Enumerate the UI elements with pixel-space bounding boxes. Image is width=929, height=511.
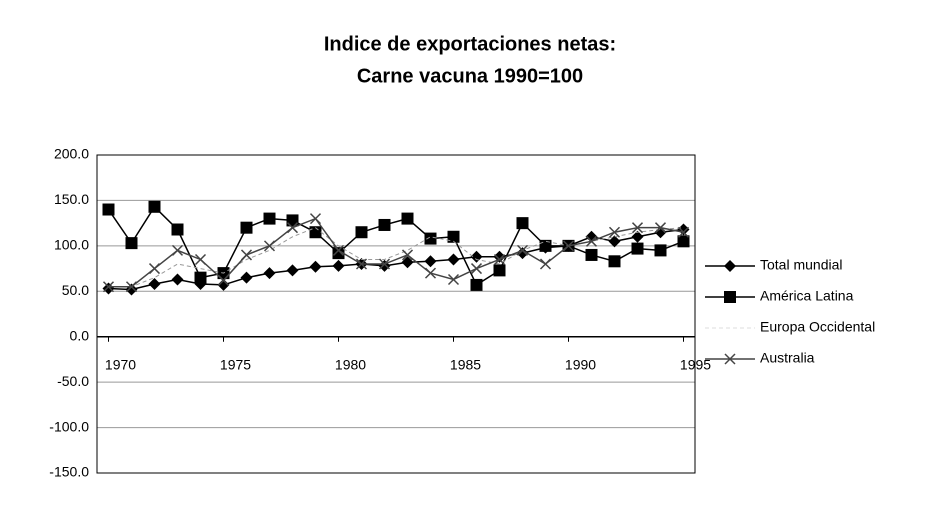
data-point <box>447 273 460 286</box>
data-point <box>125 281 138 293</box>
data-point <box>585 248 598 261</box>
data-point <box>631 230 644 243</box>
chart-title: Indice de exportaciones netas: <box>324 33 616 55</box>
y-tick-label: -50.0 <box>57 373 89 389</box>
data-point <box>654 244 667 257</box>
data-point <box>332 259 345 272</box>
data-point <box>631 242 644 255</box>
x-tick-label: 1975 <box>220 356 251 372</box>
legend-label: Europa Occidental <box>760 319 875 335</box>
data-point <box>240 249 253 261</box>
data-point <box>355 226 368 239</box>
data-point <box>677 235 690 248</box>
data-point <box>286 214 299 227</box>
data-point <box>424 267 437 279</box>
data-point <box>148 278 161 291</box>
data-point <box>217 274 230 286</box>
data-point <box>470 278 483 291</box>
data-point <box>194 253 207 266</box>
y-tick-label: -150.0 <box>49 464 89 480</box>
data-point <box>332 247 345 260</box>
legend-label: Australia <box>760 350 815 366</box>
data-point <box>171 273 184 286</box>
data-point <box>677 223 690 236</box>
chart-title: Carne vacuna 1990=100 <box>357 65 583 87</box>
data-point <box>378 218 391 231</box>
data-point <box>631 222 644 234</box>
data-point <box>240 221 253 234</box>
legend-label: América Latina <box>760 288 854 304</box>
x-tick-label: 1985 <box>450 356 481 372</box>
legend-marker <box>724 260 736 272</box>
data-point <box>102 281 115 293</box>
data-point <box>424 232 437 245</box>
data-point <box>378 258 391 270</box>
data-point <box>424 255 437 268</box>
data-point <box>493 250 506 263</box>
data-point <box>125 283 138 296</box>
data-point <box>102 282 115 295</box>
data-point <box>240 271 253 284</box>
data-point <box>263 240 276 252</box>
data-point <box>539 258 552 270</box>
data-point <box>102 203 115 216</box>
data-point <box>263 267 276 280</box>
data-point <box>171 223 184 236</box>
y-tick-label: 150.0 <box>54 191 89 207</box>
data-point <box>332 244 345 256</box>
x-tick-label: 1995 <box>680 356 711 372</box>
data-point <box>309 260 322 273</box>
data-point <box>493 264 506 277</box>
legend-marker <box>724 291 736 303</box>
data-point <box>493 253 506 266</box>
data-point <box>608 235 621 248</box>
data-point <box>217 278 230 291</box>
y-tick-label: 50.0 <box>62 282 89 298</box>
data-point <box>608 226 621 238</box>
data-point <box>677 226 690 238</box>
legend-label: Total mundial <box>760 257 843 273</box>
data-point <box>286 222 299 234</box>
data-point <box>148 263 161 275</box>
data-point <box>286 264 299 277</box>
data-point <box>585 235 598 247</box>
x-tick-label: 1980 <box>335 356 366 372</box>
data-point <box>447 230 460 243</box>
data-point <box>263 212 276 225</box>
y-tick-label: 100.0 <box>54 237 89 253</box>
data-point <box>470 263 483 275</box>
data-point <box>516 244 529 256</box>
data-point <box>516 217 529 230</box>
x-tick-label: 1990 <box>565 356 596 372</box>
data-point <box>447 253 460 266</box>
data-point <box>148 200 161 213</box>
y-tick-label: 0.0 <box>70 327 90 343</box>
data-point <box>194 271 207 284</box>
data-point <box>608 255 621 268</box>
legend-marker <box>724 353 736 365</box>
x-tick-label: 1970 <box>105 356 136 372</box>
data-point <box>309 213 322 225</box>
data-point <box>401 256 414 269</box>
data-point <box>654 222 667 234</box>
plot-border <box>96 154 696 474</box>
y-tick-label: -100.0 <box>49 418 89 434</box>
data-point <box>401 249 414 261</box>
data-point <box>355 258 368 270</box>
data-point <box>125 237 138 250</box>
data-point <box>171 244 184 256</box>
data-point <box>470 250 483 263</box>
data-point <box>516 247 529 260</box>
data-point <box>401 212 414 225</box>
data-point <box>562 240 575 252</box>
y-tick-label: 200.0 <box>54 146 89 162</box>
